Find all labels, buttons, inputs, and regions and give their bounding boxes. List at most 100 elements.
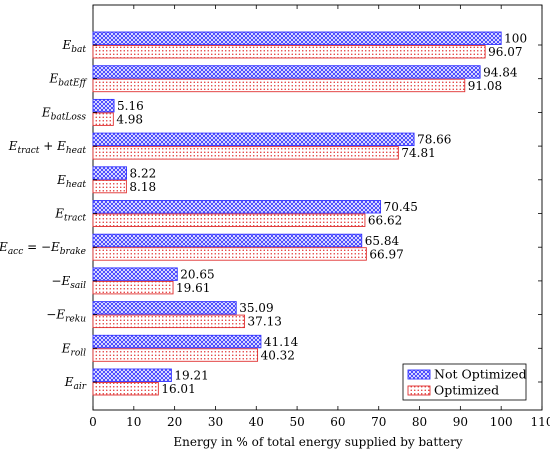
data-label: 20.65	[180, 267, 214, 281]
bar-optimized	[92, 78, 466, 93]
x-tick-label: 100	[490, 415, 513, 429]
category-label-part: tract	[17, 146, 39, 156]
x-tick-label: 40	[249, 415, 264, 429]
x-tick-label: 70	[371, 415, 386, 429]
category-label-part: heat	[66, 179, 86, 189]
bar-not-optimized	[92, 65, 481, 79]
category-label-part: E	[0, 240, 8, 254]
legend-swatch	[407, 369, 431, 380]
bars-group	[92, 31, 502, 396]
data-label: 37.13	[248, 315, 282, 329]
category-label-part: E	[54, 207, 64, 221]
bar-not-optimized	[92, 301, 237, 315]
category-label-part: −	[46, 308, 56, 322]
category-label: Eair	[64, 375, 87, 392]
category-label: EbatLoss	[41, 105, 87, 122]
category-label-part: E	[49, 72, 59, 86]
data-label: 94.84	[483, 65, 518, 79]
data-label: 40.32	[261, 348, 295, 362]
legend-swatch	[407, 385, 431, 396]
data-label: 70.45	[384, 200, 418, 214]
data-label: 41.14	[264, 335, 299, 349]
data-label: 8.22	[130, 166, 157, 180]
category-label: Eheat	[56, 173, 86, 190]
category-label-part: E	[61, 341, 71, 355]
bar-optimized	[92, 112, 114, 126]
data-label: 78.66	[417, 133, 451, 147]
bar-not-optimized	[92, 200, 382, 214]
data-label: 16.01	[161, 382, 195, 396]
bar-not-optimized	[92, 98, 115, 113]
legend-entry: Optimized	[434, 383, 499, 398]
data-label: 66.97	[369, 247, 403, 261]
category-label-part: +	[39, 139, 57, 153]
data-label: 96.07	[488, 45, 522, 59]
category-label-part: E	[56, 173, 66, 187]
category-label-part: batLoss	[51, 112, 87, 122]
category-label-part: batEff	[58, 78, 87, 88]
x-tick-label: 90	[453, 415, 468, 429]
category-label: −Ereku	[46, 308, 86, 325]
bar-optimized	[92, 348, 259, 362]
x-axis-ticks: 0 10 20 30 40 50 60 70 80 90 100 110	[89, 5, 550, 429]
bar-optimized	[92, 146, 399, 160]
data-label: 100	[504, 32, 527, 46]
category-label-part: sail	[70, 280, 86, 290]
category-label-part: heat	[66, 146, 86, 156]
category-label: Ebat	[61, 38, 86, 55]
category-label-part: E	[61, 38, 71, 52]
category-label: Etract	[54, 207, 86, 224]
category-label-part: E	[56, 139, 66, 153]
category-label-part: air	[73, 382, 86, 392]
bar-optimized	[92, 213, 366, 227]
bar-not-optimized	[92, 132, 415, 147]
category-label-part: roll	[71, 348, 87, 358]
bar-not-optimized	[92, 233, 363, 248]
category-label-part: tract	[64, 213, 86, 223]
category-label-part: = −	[23, 240, 51, 254]
data-label: 74.81	[401, 146, 435, 160]
bar-optimized	[92, 45, 486, 59]
bar-optimized	[92, 179, 127, 194]
bar-optimized	[92, 280, 174, 295]
data-label: 4.98	[116, 112, 143, 126]
legend-entry: Not Optimized	[434, 367, 527, 382]
bar-optimized	[92, 247, 367, 261]
category-label-part: bat	[71, 45, 86, 55]
x-tick-label: 60	[330, 415, 345, 429]
x-tick-label: 80	[412, 415, 427, 429]
data-label: 5.16	[117, 99, 144, 113]
x-tick-label: 20	[167, 415, 182, 429]
category-label: Eroll	[61, 341, 86, 358]
x-tick-label: 110	[531, 415, 550, 429]
category-label-part: −	[51, 274, 61, 288]
x-tick-label: 30	[208, 415, 223, 429]
data-label: 19.21	[174, 369, 208, 383]
bar-not-optimized	[92, 368, 172, 382]
data-label: 65.84	[365, 234, 400, 248]
category-label: −Esail	[51, 274, 86, 291]
data-label: 66.62	[368, 214, 402, 228]
data-label: 91.08	[468, 79, 502, 93]
category-label: Etract + Eheat	[8, 139, 87, 156]
category-label-part: reku	[65, 314, 86, 324]
category-label-part: E	[50, 240, 60, 254]
bar-not-optimized	[92, 31, 502, 45]
data-label: 8.18	[129, 180, 156, 194]
x-tick-label: 50	[289, 415, 304, 429]
category-label-part: E	[55, 308, 65, 322]
data-label: 35.09	[239, 301, 273, 315]
category-label-part: E	[41, 105, 51, 119]
category-label-part: E	[8, 139, 18, 153]
bar-optimized	[92, 314, 246, 329]
x-tick-label: 0	[89, 415, 97, 429]
bar-not-optimized	[92, 334, 262, 349]
category-label: Eacc = −Ebrake	[0, 240, 86, 257]
data-label: 19.61	[176, 281, 210, 295]
category-label-part: E	[60, 274, 70, 288]
bar-not-optimized	[92, 166, 128, 180]
bar-optimized	[92, 382, 159, 396]
